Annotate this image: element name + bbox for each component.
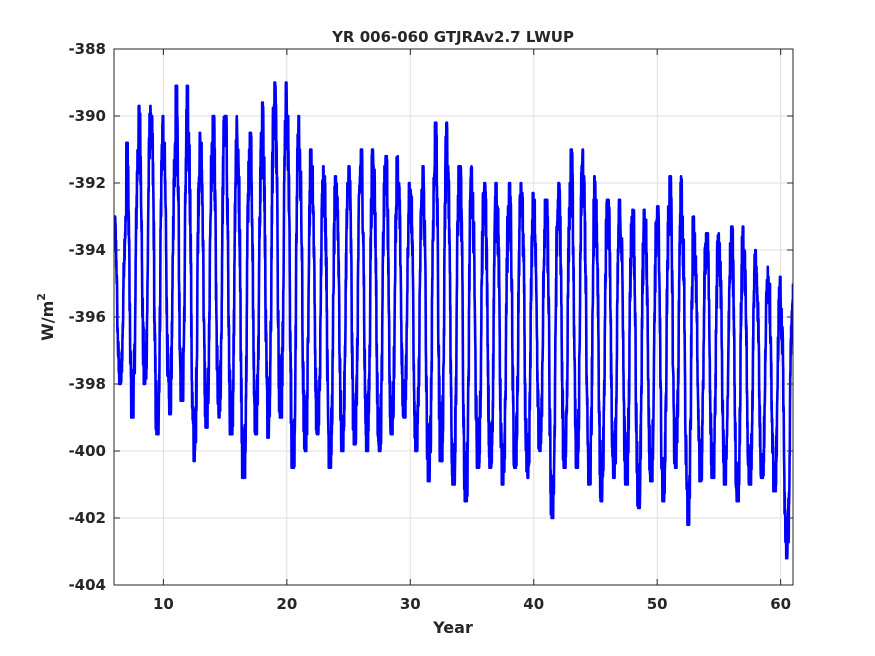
x-tick-label: 10: [153, 595, 174, 613]
x-tick-label: 20: [276, 595, 297, 613]
y-tick-label: -404: [68, 576, 106, 594]
y-tick-label: -396: [68, 308, 106, 326]
x-tick-label: 60: [770, 595, 791, 613]
x-tick-label: 40: [523, 595, 544, 613]
y-tick-label: -400: [68, 442, 106, 460]
y-tick-label: -392: [68, 174, 106, 192]
chart-title: YR 006-060 GTJRAv2.7 LWUP: [331, 28, 574, 46]
x-axis-label: Year: [432, 618, 473, 637]
y-tick-label: -398: [68, 375, 106, 393]
y-axis-label-base: W/m: [38, 301, 57, 341]
series-line: [114, 81, 793, 560]
y-tick-label: -390: [68, 107, 106, 125]
x-tick-label: 50: [647, 595, 668, 613]
tick-marks: [114, 48, 793, 586]
tick-labels: 10 20 30 40 50 60 -388 -390 -392 -394 -396 -398 -400…: [68, 40, 791, 613]
x-tick-label: 30: [400, 595, 421, 613]
y-tick-label: -394: [68, 241, 106, 259]
data-layer: [114, 81, 793, 560]
y-axis-label: W/m2: [35, 293, 57, 341]
y-axis-label-superscript: 2: [35, 293, 48, 301]
y-tick-label: -402: [68, 509, 106, 527]
y-tick-label: -388: [68, 40, 106, 58]
